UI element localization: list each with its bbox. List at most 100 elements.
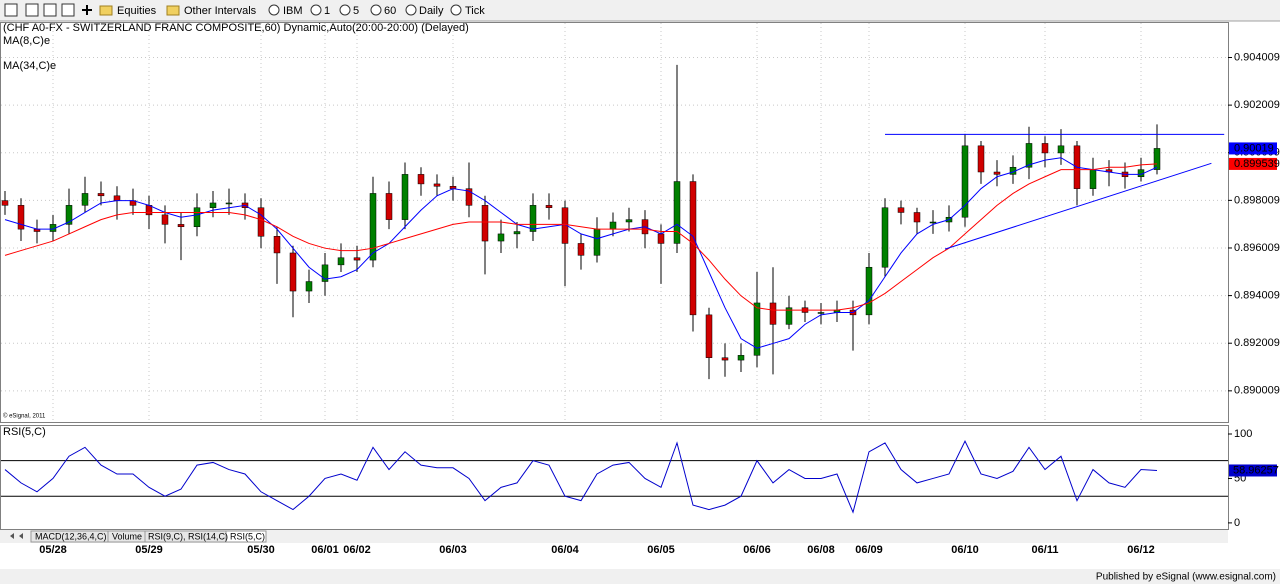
rsi-line [4,439,1158,514]
tab-label[interactable]: Volume [112,531,142,541]
candle-body [1057,145,1065,154]
icon-folder[interactable] [99,5,113,16]
candle-body [737,355,745,361]
x-tick-label: 06/09 [855,544,883,556]
candle-body [401,174,409,220]
toolbar-button[interactable]: IBM [283,5,303,17]
candle-body [369,193,377,261]
value-tag-label: 0.90019 [1234,142,1274,154]
x-tick-label: 06/04 [551,544,579,556]
y-tick-label: 0.904009 [1234,51,1280,63]
toolbar-icons [4,3,180,17]
candle-body [977,145,985,173]
candle-body [897,207,905,213]
toolbar-button[interactable]: 5 [353,5,359,17]
x-tick-label: 06/06 [743,544,771,556]
toolbar-button[interactable]: Daily [419,5,444,17]
candle-body [609,221,617,230]
candle-body [465,188,473,206]
toolbar-button[interactable]: 60 [384,5,396,17]
icon-circle[interactable] [450,4,462,16]
candle-body [193,207,201,228]
icon-folder[interactable] [166,5,180,16]
icon-circle[interactable] [268,4,280,16]
candle-body [817,312,825,314]
y-tick-label: 0.894009 [1234,290,1280,302]
candle-body [1089,169,1097,189]
legend-entry: RSI(5,C) [3,426,46,438]
y-tick-label: 0.896009 [1234,242,1280,254]
candle-body [1153,148,1161,170]
y-tick-label: 0 [1234,517,1240,529]
ma-line [4,157,1158,349]
candle-body [961,145,969,218]
legend-entry: MA(8,C)e [3,35,50,47]
candle-body [513,231,521,235]
toolbar [0,0,1280,21]
candle-body [673,181,681,244]
x-tick-label: 05/29 [135,544,163,556]
tab-arrows[interactable] [10,533,23,539]
candle-body [657,233,665,244]
value-tag [1229,142,1277,155]
candle-body [721,357,729,361]
tab-active[interactable] [225,530,267,543]
icon-circle[interactable] [405,4,417,16]
candle-body [273,236,281,254]
candle-body [97,193,105,197]
candle-body [625,219,633,223]
icon[interactable] [25,3,39,17]
candle-body [1041,143,1049,154]
icon-circle[interactable] [310,4,322,16]
icon-plus[interactable] [82,5,92,15]
toolbar-button[interactable]: Equities [117,5,157,17]
candle-body [913,212,921,223]
candle-body [881,207,889,268]
candle-body [545,205,553,208]
tab-bar [0,530,1228,543]
icon[interactable] [43,3,57,17]
toolbar-button[interactable]: Tick [465,5,485,17]
value-tag-label: 0.899539 [1234,158,1280,170]
x-tick-label: 06/11 [1032,544,1059,556]
candle-body [593,228,601,256]
value-tag [1229,157,1277,170]
candle-body [225,202,233,205]
candle-body [353,257,361,261]
candle-body [993,171,1001,175]
candle-body [785,307,793,325]
candle-body [209,202,217,208]
tab-label[interactable]: RSI(5,C) [230,531,265,541]
candle-body [417,174,425,185]
x-tick-label: 06/01 [311,544,339,556]
candle-body [257,207,265,237]
icon[interactable] [4,3,18,17]
toolbar-button[interactable]: 1 [324,5,330,17]
candle-body [577,243,585,256]
icon-circle[interactable] [370,4,382,16]
legend-entry: MA(34,C)e [3,60,56,72]
candle-body [321,264,329,282]
y-tick-label: 0.898009 [1234,194,1280,206]
value-tag [1229,464,1277,477]
x-tick-label: 05/28 [39,544,67,556]
candle-body [177,224,185,228]
candle-body [481,205,489,242]
icon[interactable] [61,3,75,17]
tab-label[interactable]: MACD(12,36,4,C) [35,531,107,541]
x-tick-label: 06/08 [807,544,835,556]
x-tick-label: 06/02 [343,544,371,556]
icon-circle[interactable] [339,4,351,16]
candle-body [561,207,569,244]
toolbar-button[interactable]: Other Intervals [184,5,257,17]
candle-body [497,233,505,242]
candle-body [17,205,25,230]
x-tick-label: 06/12 [1127,544,1155,556]
candle-body [529,205,537,232]
candle-body [305,281,313,292]
candle-body [1025,143,1033,168]
tab-label[interactable]: RSI(9,C), RSI(14,C) [148,531,228,541]
candle-body [65,205,73,225]
